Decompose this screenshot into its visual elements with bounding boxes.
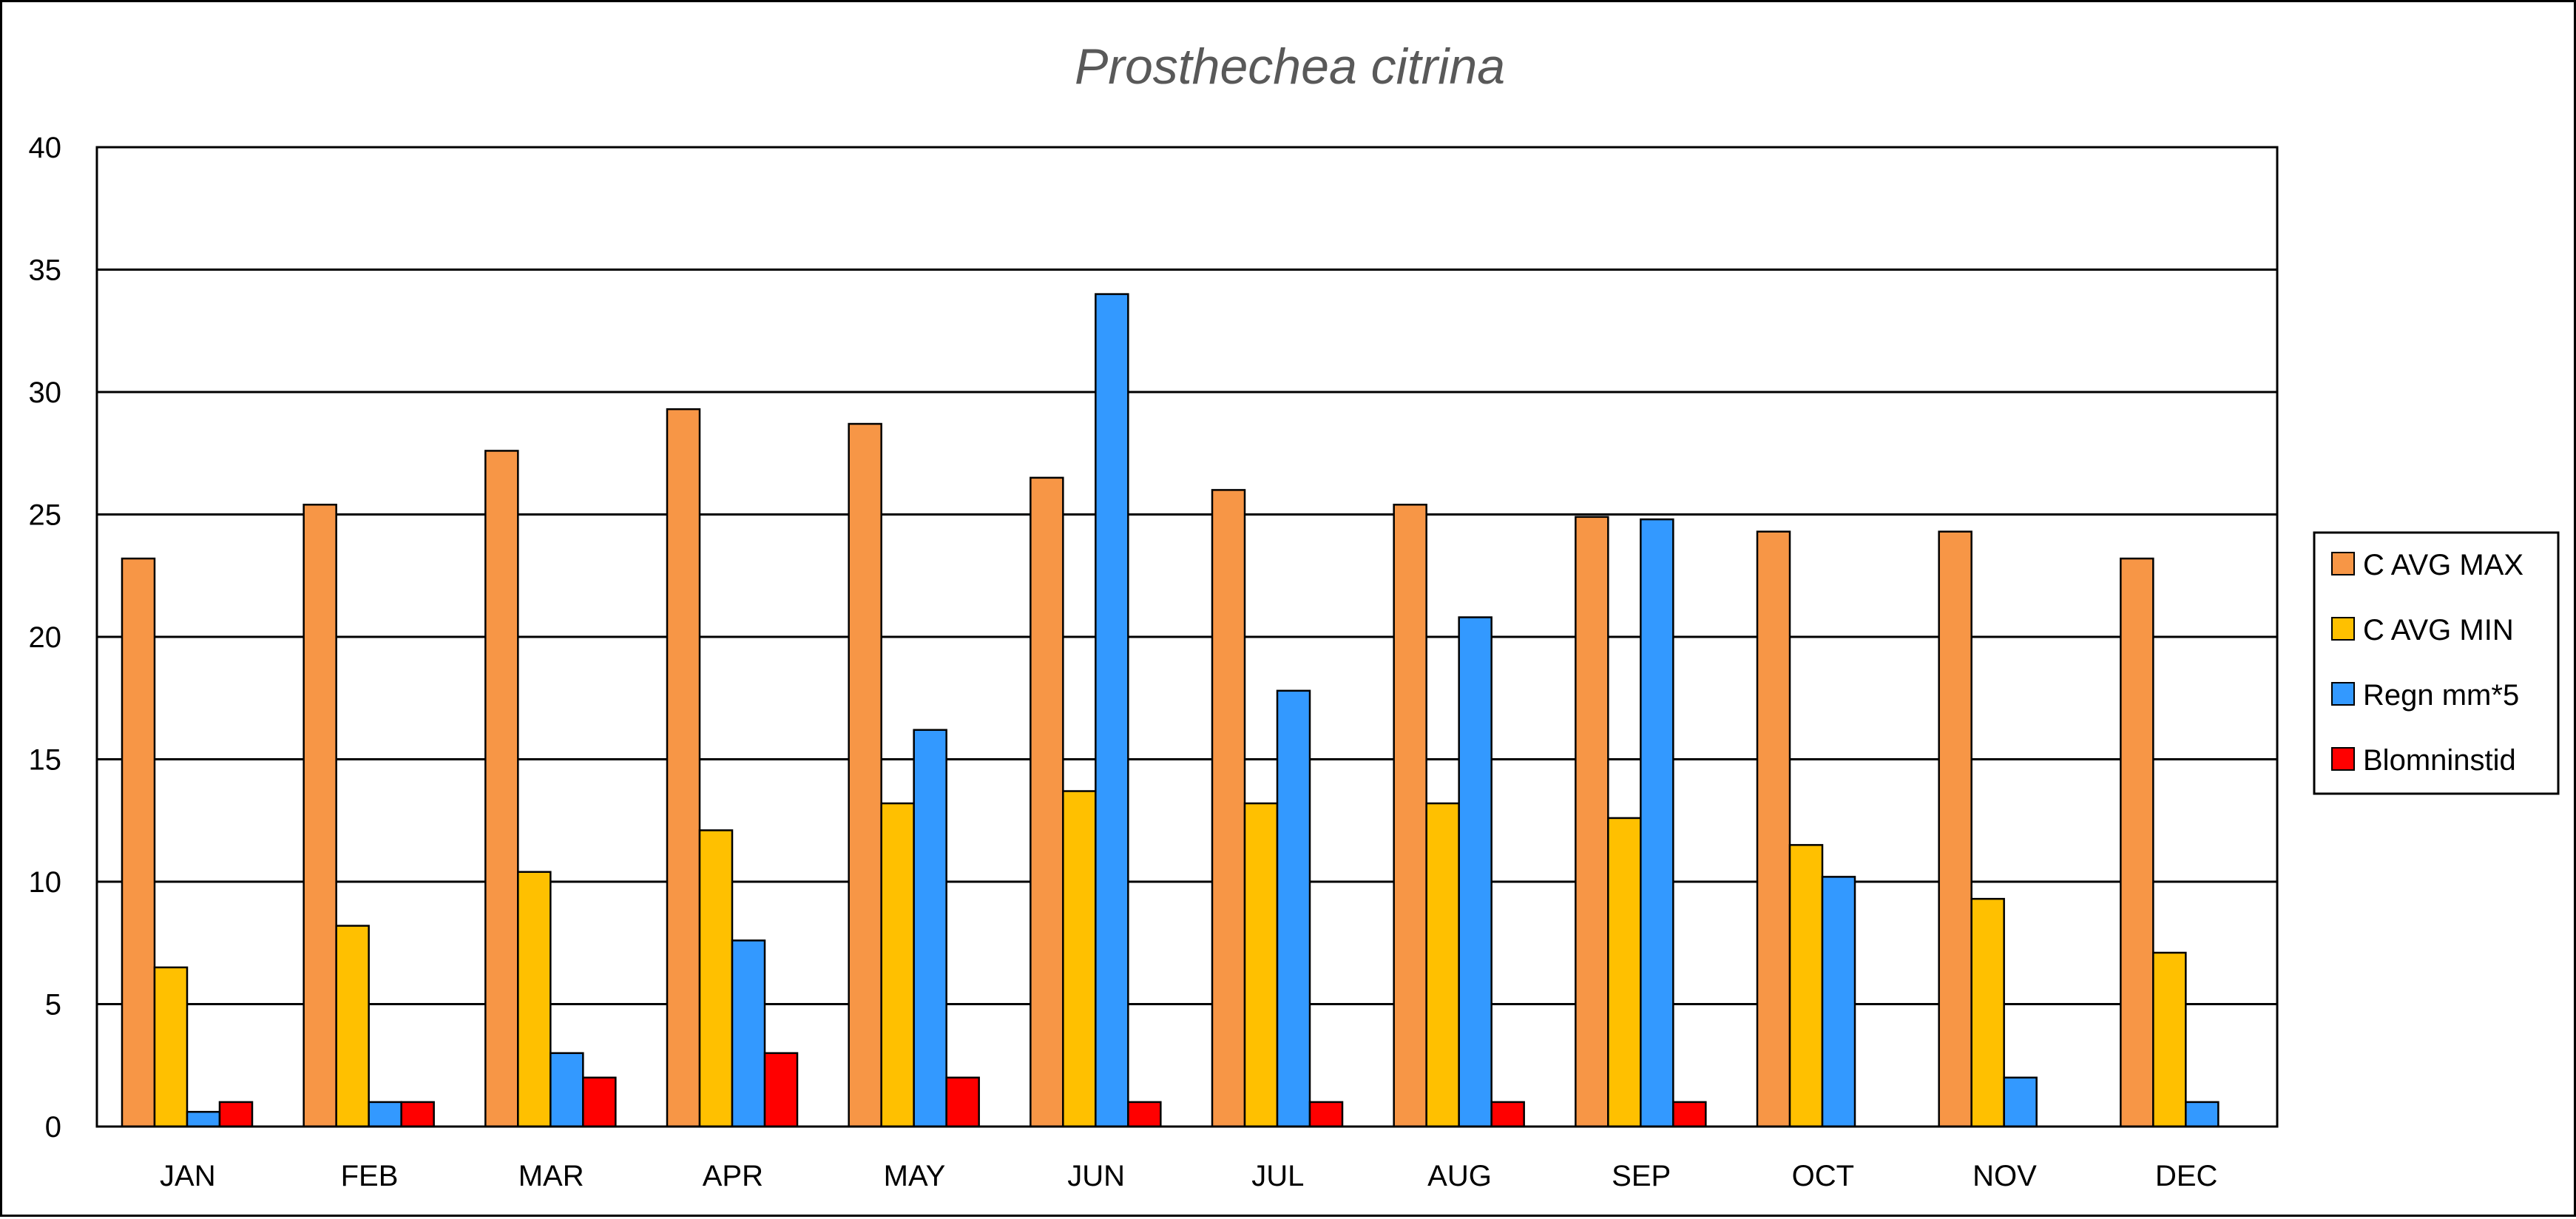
bar bbox=[1756, 530, 1791, 1128]
bar bbox=[1458, 616, 1492, 1128]
bar bbox=[1788, 844, 1824, 1128]
bar bbox=[1276, 689, 1311, 1128]
bar bbox=[2185, 1101, 2220, 1128]
y-tick-label: 0 bbox=[45, 1111, 61, 1144]
bar bbox=[1095, 293, 1129, 1128]
y-tick-label: 40 bbox=[29, 132, 62, 164]
bar bbox=[335, 925, 370, 1128]
bar bbox=[582, 1076, 617, 1128]
bar bbox=[731, 939, 766, 1128]
y-tick-label: 20 bbox=[29, 621, 62, 654]
y-tick-label: 10 bbox=[29, 866, 62, 899]
bar bbox=[1672, 1101, 1707, 1128]
bar bbox=[1393, 504, 1427, 1128]
legend-label: C AVG MAX bbox=[2363, 549, 2523, 581]
bar bbox=[1607, 817, 1642, 1128]
bar bbox=[2003, 1076, 2038, 1128]
bar bbox=[1821, 876, 1856, 1128]
x-tick-label: MAR bbox=[518, 1160, 584, 1192]
bar bbox=[763, 1052, 799, 1128]
y-tick-label: 30 bbox=[29, 376, 62, 409]
bar bbox=[550, 1052, 584, 1128]
legend: C AVG MAX C AVG MIN Regn mm*5 Blomninstid bbox=[2313, 531, 2560, 795]
bar bbox=[1211, 489, 1246, 1128]
legend-swatch bbox=[2331, 682, 2355, 706]
bar bbox=[1062, 790, 1097, 1128]
bar bbox=[368, 1101, 402, 1128]
x-tick-label: JAN bbox=[160, 1160, 216, 1192]
x-tick-label: FEB bbox=[341, 1160, 399, 1192]
plot-area-border bbox=[95, 146, 2279, 1128]
bar bbox=[1308, 1101, 1344, 1128]
bar bbox=[186, 1110, 221, 1128]
legend-label: C AVG MIN bbox=[2363, 614, 2514, 646]
y-tick-label: 15 bbox=[29, 744, 62, 777]
x-tick-label: MAY bbox=[884, 1160, 946, 1192]
bar bbox=[1938, 530, 1972, 1128]
x-axis-tick-labels: JAN FEB MAR APR MAY JUN JUL AUG SEP OCT NOV DEC bbox=[160, 1160, 2217, 1192]
bar bbox=[121, 557, 156, 1128]
gridlines bbox=[97, 269, 2277, 1005]
y-tick-label: 25 bbox=[29, 499, 62, 532]
bar bbox=[848, 422, 882, 1128]
bar bbox=[517, 871, 552, 1128]
bar bbox=[484, 450, 519, 1128]
bar bbox=[1243, 802, 1279, 1128]
legend-label: Regn mm*5 bbox=[2363, 679, 2519, 712]
bar bbox=[913, 729, 947, 1128]
bar bbox=[1030, 476, 1064, 1128]
y-axis-tick-labels: 0 5 10 15 20 25 30 35 40 bbox=[29, 132, 62, 1144]
bar bbox=[1425, 802, 1460, 1128]
legend-swatch bbox=[2331, 617, 2355, 641]
y-tick-label: 5 bbox=[45, 989, 61, 1022]
legend-swatch bbox=[2331, 747, 2355, 771]
bar bbox=[302, 504, 337, 1128]
legend-swatch bbox=[2331, 552, 2355, 575]
bar bbox=[666, 408, 701, 1128]
bar bbox=[945, 1076, 980, 1128]
x-tick-label: JUL bbox=[1251, 1160, 1304, 1192]
bar bbox=[880, 802, 915, 1128]
bar bbox=[2120, 557, 2154, 1128]
x-tick-label: OCT bbox=[1792, 1160, 1854, 1192]
bar-series bbox=[121, 293, 2220, 1128]
bar bbox=[2152, 951, 2187, 1128]
x-tick-label: APR bbox=[703, 1160, 763, 1192]
x-tick-label: SEP bbox=[1612, 1160, 1671, 1192]
x-tick-label: NOV bbox=[1972, 1160, 2037, 1192]
bar bbox=[1970, 897, 2005, 1128]
bar bbox=[1127, 1101, 1162, 1128]
x-tick-label: JUN bbox=[1067, 1160, 1125, 1192]
bar bbox=[698, 829, 734, 1128]
bar bbox=[400, 1101, 435, 1128]
legend-label: Blomninstid bbox=[2363, 744, 2516, 777]
bar bbox=[1490, 1101, 1525, 1128]
x-tick-label: DEC bbox=[2155, 1160, 2217, 1192]
chart-title: Prosthechea citrina bbox=[1075, 38, 1505, 95]
bar bbox=[153, 966, 189, 1128]
bar bbox=[1640, 518, 1674, 1128]
bar bbox=[218, 1101, 254, 1128]
bar bbox=[1575, 516, 1609, 1128]
y-tick-label: 35 bbox=[29, 254, 62, 287]
x-tick-label: AUG bbox=[1427, 1160, 1492, 1192]
